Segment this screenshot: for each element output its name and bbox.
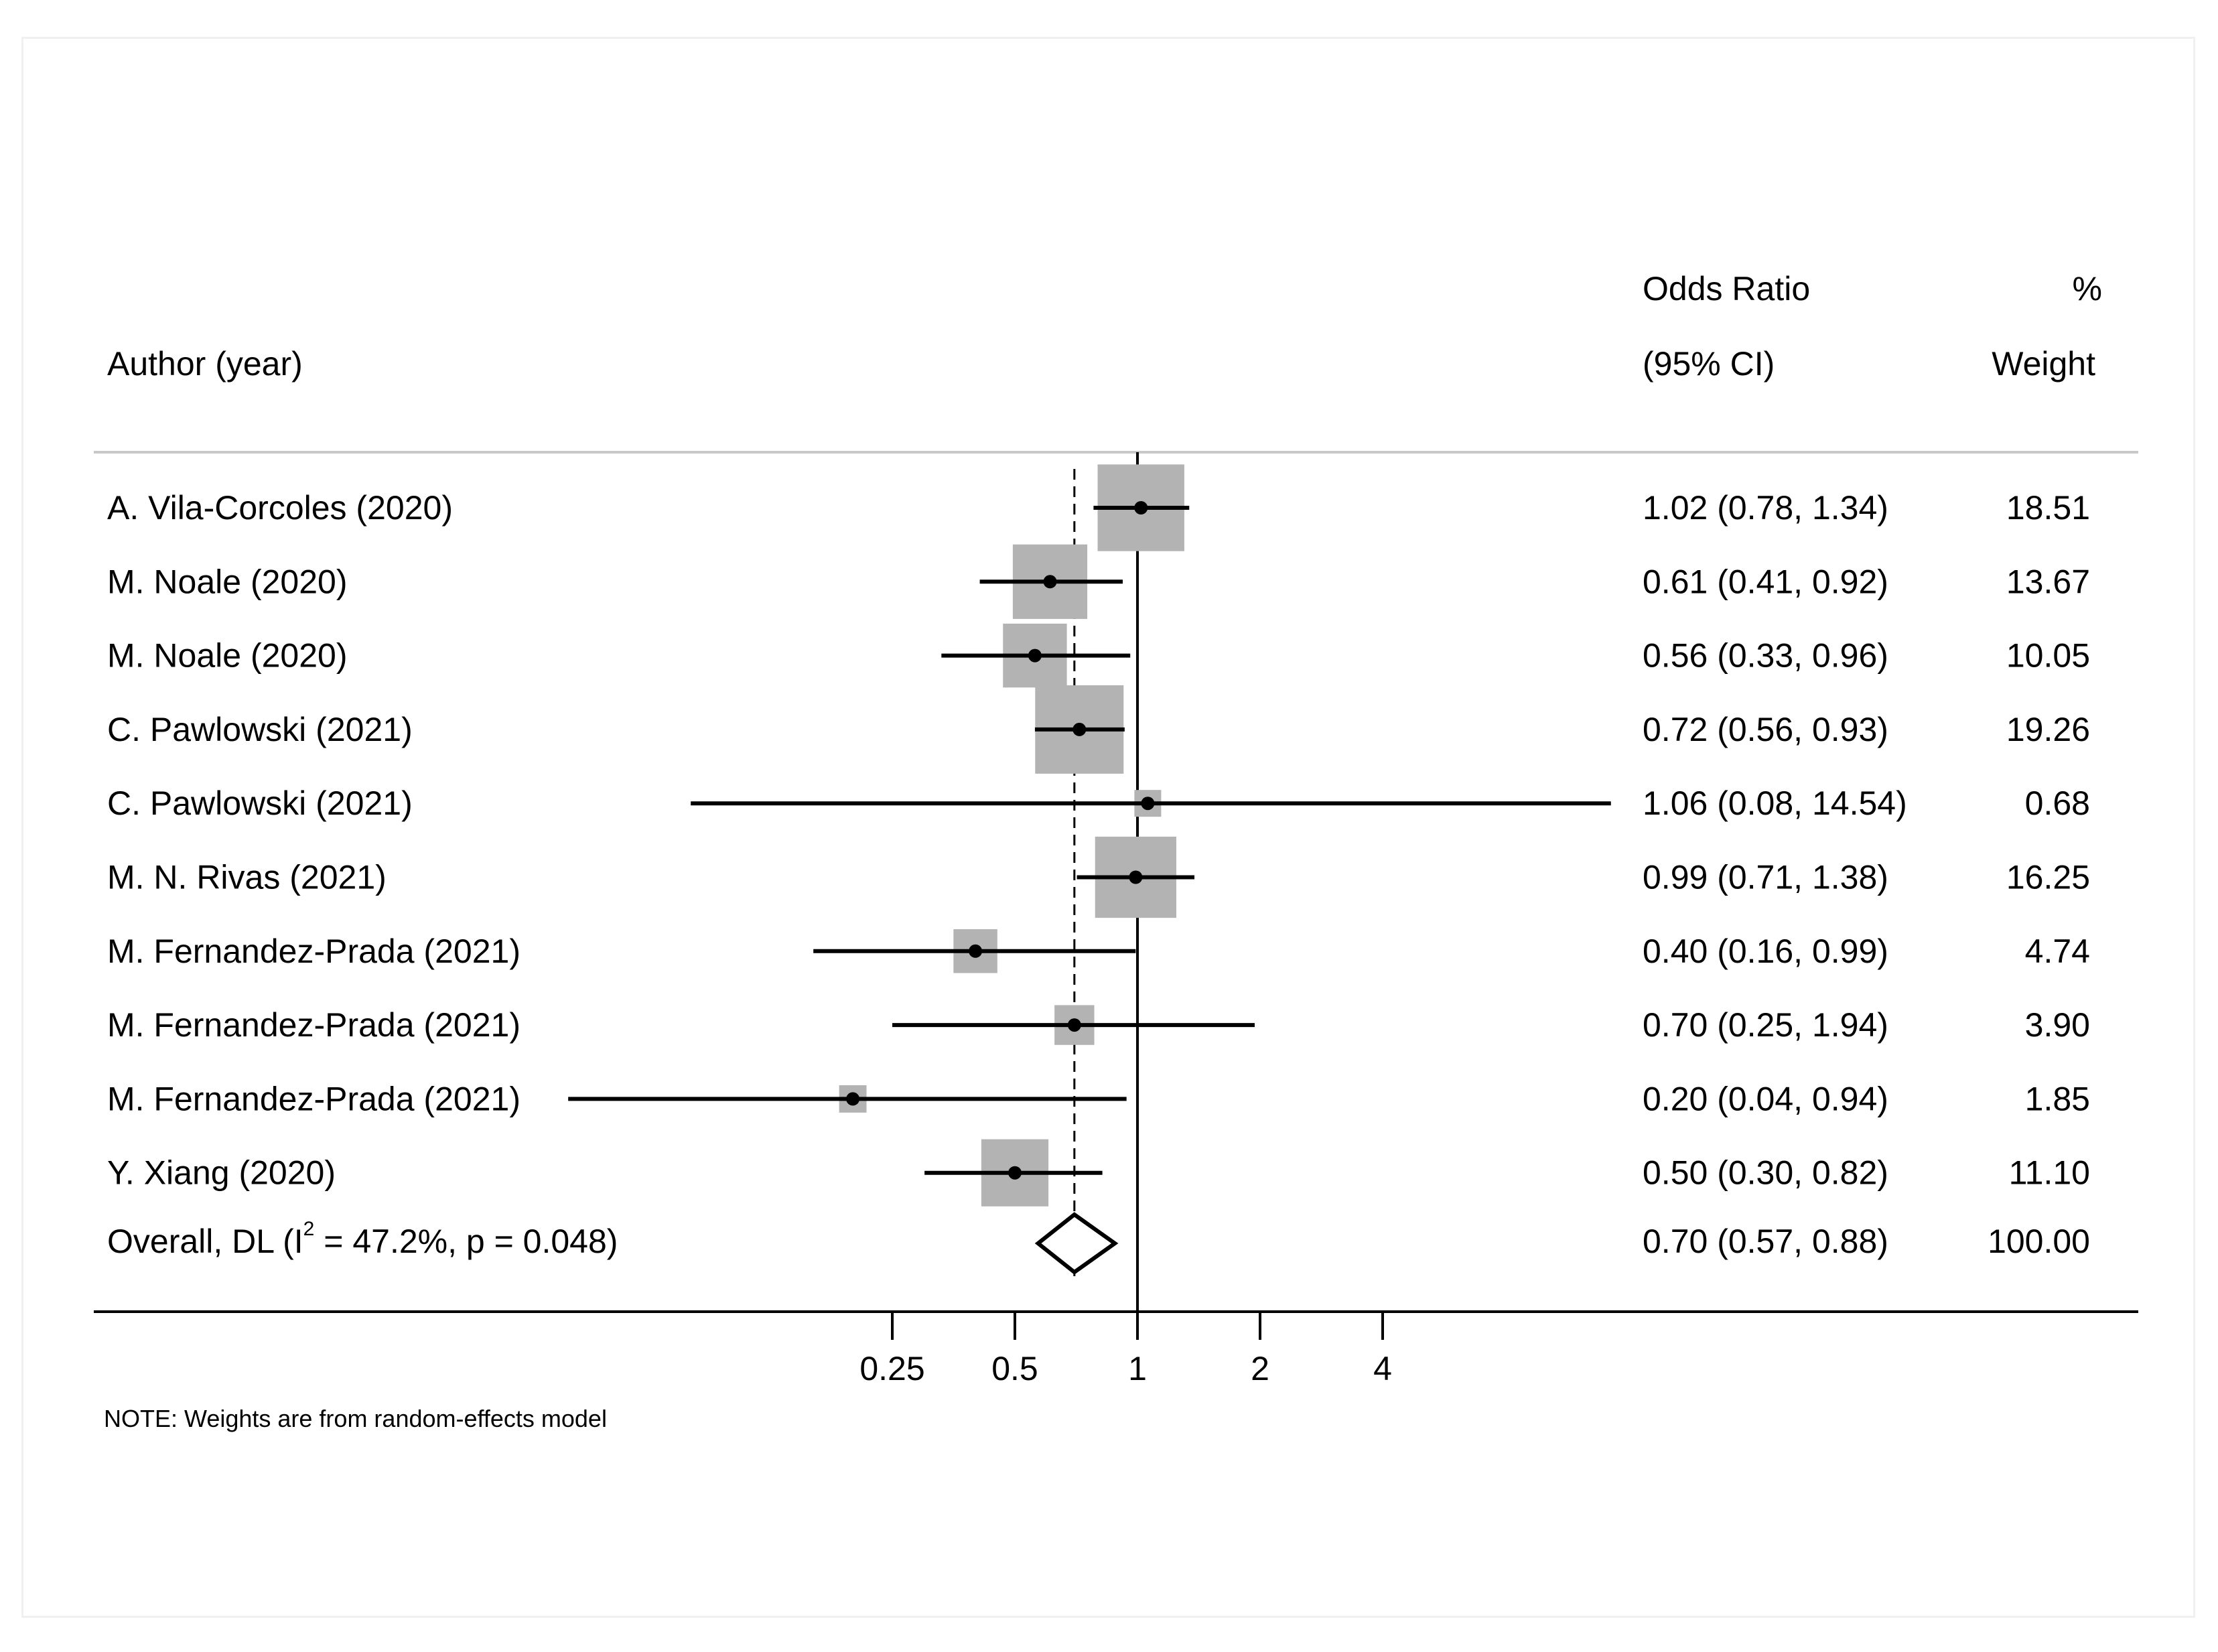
x-tick-label: 0.25 [859,1350,924,1387]
header-weight-line1: % [2073,270,2102,307]
header-study: Author (year) [107,345,303,383]
study-rows: A. Vila-Corcoles (2020) 1.02 (0.78, 1.34)… [107,489,2090,1192]
plot-marks [568,452,1611,1312]
point-estimate [1067,1018,1081,1032]
study-label: M. Fernandez-Prada (2021) [107,933,521,970]
chart-frame [21,37,2195,1618]
study-weight: 3.90 [2025,1006,2090,1044]
overall-label-after: = 47.2%, p = 0.048) [314,1223,618,1260]
point-estimate [1141,797,1155,811]
study-ci: 0.50 (0.30, 0.82) [1643,1154,1888,1192]
study-label: M. Fernandez-Prada (2021) [107,1006,521,1044]
header-weight-line2: Weight [1992,345,2095,383]
study-weight: 19.26 [2006,711,2090,748]
study-ci: 0.72 (0.56, 0.93) [1643,711,1888,748]
overall-ci: 0.70 (0.57, 0.88) [1643,1223,1888,1260]
study-label: M. Noale (2020) [107,563,348,600]
overall-weight: 100.00 [1988,1223,2090,1260]
overall-label-before: Overall, DL (I [107,1223,303,1260]
overall-diamond [1034,1212,1119,1275]
footnote: NOTE: Weights are from random-effects mo… [104,1405,607,1432]
study-weight: 1.85 [2025,1080,2090,1117]
study-weight: 10.05 [2006,637,2090,675]
study-ci: 0.40 (0.16, 0.99) [1643,933,1888,970]
study-weight: 11.10 [2009,1154,2090,1192]
study-weight: 0.68 [2025,784,2090,822]
point-estimate [1134,501,1148,514]
study-ci: 0.56 (0.33, 0.96) [1643,637,1888,675]
overall-label-sup: 2 [303,1218,315,1240]
point-estimate [1072,722,1087,736]
point-estimate [969,944,983,958]
overall-label: Overall, DL (I2 = 47.2%, p = 0.048) [107,1218,618,1260]
point-estimate [1008,1166,1022,1180]
point-estimate [1028,648,1042,663]
study-ci: 1.06 (0.08, 14.54) [1643,784,1907,822]
study-ci: 0.20 (0.04, 0.94) [1643,1080,1888,1117]
study-label: Y. Xiang (2020) [107,1154,336,1192]
study-label: C. Pawlowski (2021) [107,711,413,748]
point-estimate [1129,870,1143,884]
study-ci: 0.61 (0.41, 0.92) [1643,563,1888,600]
point-estimate [846,1092,860,1106]
x-tick-label: 1 [1128,1350,1147,1387]
study-ci: 0.70 (0.25, 1.94) [1643,1006,1888,1044]
study-weight: 16.25 [2006,859,2090,896]
x-tick-label: 4 [1373,1350,1392,1387]
study-label: C. Pawlowski (2021) [107,784,413,822]
study-ci: 1.02 (0.78, 1.34) [1643,489,1888,527]
x-tick-label: 2 [1251,1350,1269,1387]
study-label: A. Vila-Corcoles (2020) [107,489,453,527]
study-label: M. Noale (2020) [107,637,348,675]
study-weight: 13.67 [2006,563,2090,600]
x-tick-label: 0.5 [991,1350,1038,1387]
overall-row: Overall, DL (I2 = 47.2%, p = 0.048) 0.70… [107,1218,2090,1260]
header-effect-line1: Odds Ratio [1643,270,1810,307]
point-estimate [1043,575,1057,589]
study-label: M. Fernandez-Prada (2021) [107,1080,521,1117]
study-label: M. N. Rivas (2021) [107,859,387,896]
header-effect-line2: (95% CI) [1643,345,1775,383]
study-weight: 4.74 [2025,933,2090,970]
x-axis-ticks: 0.25 0.5 1 2 4 [859,1312,1392,1387]
study-weight: 18.51 [2006,489,2090,527]
study-ci: 0.99 (0.71, 1.38) [1643,859,1888,896]
